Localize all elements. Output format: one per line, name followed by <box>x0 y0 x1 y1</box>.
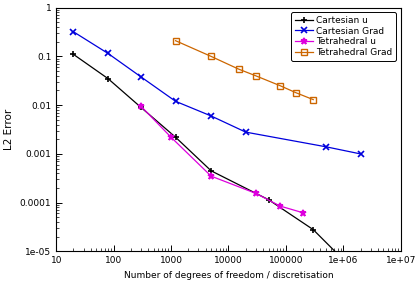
Cartesian u <box>209 169 214 172</box>
Line: Cartesian u: Cartesian u <box>70 51 364 280</box>
Tetrahedral u <box>168 135 173 139</box>
Tetrahedral Grad <box>173 39 178 42</box>
Legend: Cartesian u, Cartesian Grad, Tetrahedral u, Tetrahedral Grad: Cartesian u, Cartesian Grad, Tetrahedral… <box>291 12 396 61</box>
Cartesian u <box>311 228 316 231</box>
X-axis label: Number of degrees of freedom / discretisation: Number of degrees of freedom / discretis… <box>123 271 333 280</box>
Cartesian u <box>139 106 144 109</box>
Tetrahedral Grad <box>253 74 258 78</box>
Tetrahedral u <box>209 174 214 178</box>
Cartesian Grad <box>139 75 144 79</box>
Y-axis label: L2 Error: L2 Error <box>4 109 14 150</box>
Tetrahedral u <box>278 204 283 208</box>
Line: Tetrahedral Grad: Tetrahedral Grad <box>173 38 316 103</box>
Tetrahedral u <box>253 192 258 195</box>
Tetrahedral u <box>139 105 144 108</box>
Tetrahedral Grad <box>278 84 283 87</box>
Cartesian Grad <box>243 130 248 134</box>
Tetrahedral Grad <box>311 98 316 101</box>
Cartesian Grad <box>173 100 178 103</box>
Cartesian Grad <box>358 152 363 156</box>
Tetrahedral Grad <box>294 91 299 94</box>
Tetrahedral Grad <box>209 55 214 58</box>
Cartesian u <box>266 198 271 201</box>
Line: Cartesian Grad: Cartesian Grad <box>70 28 364 157</box>
Cartesian u <box>173 135 178 139</box>
Tetrahedral Grad <box>236 67 241 71</box>
Cartesian Grad <box>323 145 328 149</box>
Cartesian Grad <box>71 30 76 34</box>
Cartesian u <box>71 53 76 56</box>
Tetrahedral u <box>301 211 306 214</box>
Cartesian u <box>358 275 363 279</box>
Cartesian Grad <box>105 52 110 55</box>
Line: Tetrahedral u: Tetrahedral u <box>137 103 307 216</box>
Cartesian u <box>105 77 110 80</box>
Cartesian Grad <box>209 114 214 118</box>
